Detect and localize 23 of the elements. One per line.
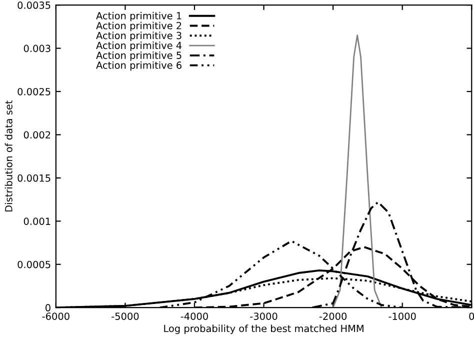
y-tick-label: 0 [46, 304, 50, 312]
y-tick-label: 0.002 [24, 131, 50, 139]
legend-label: Action primitive 4 [96, 42, 182, 51]
y-tick-label: 0.001 [24, 218, 50, 225]
y-tick-label: 0.003 [24, 44, 50, 52]
x-tick-label: -3000 [250, 312, 278, 320]
legend-label: Action primitive 1 [96, 12, 182, 22]
x-tick-label: -1000 [388, 312, 416, 320]
x-tick-label: -5000 [112, 312, 139, 320]
y-tick-label: 0.0025 [18, 88, 50, 96]
y-tick-label: 0.0005 [18, 260, 50, 268]
legend-label: Action primitive 5 [96, 51, 182, 61]
x-tick-label: -2000 [319, 312, 347, 320]
x-axis-title: Log probability of the best matched HMM [164, 324, 364, 334]
y-tick-label: 0.0035 [18, 2, 50, 9]
x-tick-label: -6000 [42, 312, 70, 320]
x-tick-label: -4000 [180, 312, 208, 320]
legend-label: Action primitive 2 [96, 22, 182, 32]
y-axis-title: Distribution of data set [4, 100, 12, 212]
legend-label: Action primitive 6 [96, 61, 182, 71]
legend-label: Action primitive 3 [96, 32, 182, 42]
y-tick-label: 0.0015 [18, 174, 50, 182]
x-tick-label: 0 [469, 312, 474, 320]
